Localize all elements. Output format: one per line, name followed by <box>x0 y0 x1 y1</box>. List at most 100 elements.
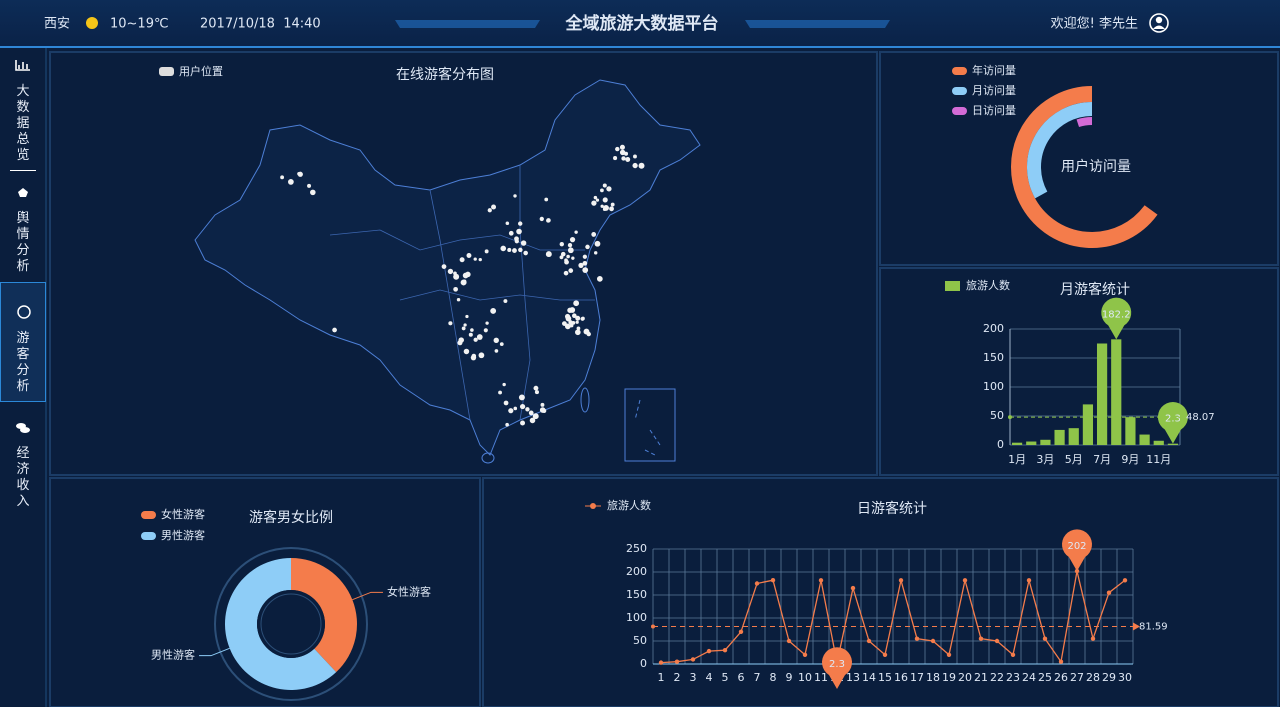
location-dot <box>465 271 471 278</box>
location-dot <box>542 408 547 413</box>
data-point <box>738 629 744 634</box>
x-tick-label: 4 <box>706 671 713 684</box>
nav-label: 大数据总览 <box>16 84 30 163</box>
data-point <box>770 577 776 583</box>
leader-line <box>199 647 230 657</box>
x-tick-label: 9 <box>786 671 793 684</box>
nav-icon <box>18 188 28 197</box>
data-point <box>994 638 1000 644</box>
slice-label: 男性游客 <box>151 648 195 662</box>
legend-swatch <box>159 67 174 76</box>
nav-item[interactable]: 游客分析 <box>0 282 46 402</box>
bar <box>1096 343 1108 445</box>
legend-swatch <box>952 107 967 115</box>
location-dot <box>456 297 461 302</box>
location-dot <box>288 179 294 185</box>
location-dot <box>453 273 460 280</box>
location-dot <box>575 329 581 336</box>
location-dot <box>566 316 571 321</box>
location-dot <box>638 162 645 169</box>
location-dot <box>600 188 604 193</box>
weather: 10~19℃ <box>110 17 169 32</box>
location-dot <box>307 183 312 188</box>
nav-item[interactable]: 舆情分析 <box>0 183 46 278</box>
data-point <box>1106 590 1112 595</box>
chart-title: 日游客统计 <box>857 500 927 517</box>
y-tick-label: 50 <box>633 634 647 647</box>
slice-label: 女性游客 <box>387 584 431 598</box>
location-dot <box>470 355 477 361</box>
legend-swatch <box>952 87 967 95</box>
data-point <box>1010 652 1016 657</box>
nav-icon <box>15 60 30 71</box>
location-dot <box>512 248 517 253</box>
pie-hole <box>257 590 325 658</box>
map-outline <box>194 79 701 456</box>
data-point <box>1122 578 1128 583</box>
location-dot <box>580 317 585 321</box>
user-icon <box>1153 25 1165 29</box>
location-dot <box>621 156 626 161</box>
location-dot <box>280 175 285 180</box>
data-point <box>1042 636 1048 641</box>
legend-swatch <box>945 281 960 291</box>
x-tick-label: 17 <box>910 671 924 684</box>
location-dot <box>459 257 465 263</box>
legend-label: 月访问量 <box>972 84 1016 97</box>
nav-label: 舆情分析 <box>16 211 30 274</box>
location-dot <box>478 352 485 359</box>
x-tick-label: 7 <box>754 671 761 684</box>
location-dot <box>572 313 577 318</box>
x-tick-label: 3 <box>690 671 697 684</box>
bar <box>1111 339 1122 445</box>
mean-arrow <box>1133 622 1140 631</box>
legend-swatch <box>952 67 967 75</box>
page-title: 全域旅游大数据平台 <box>565 13 719 34</box>
data-point <box>690 657 696 662</box>
x-tick-label: 28 <box>1086 671 1100 684</box>
location-dot <box>448 321 453 326</box>
location-dot <box>485 321 489 325</box>
user-icon <box>1149 13 1169 33</box>
data-point <box>866 638 872 644</box>
pie-inner-ring <box>260 593 322 655</box>
bar <box>1125 417 1136 445</box>
data-point <box>946 652 952 657</box>
mark-pin <box>1157 401 1188 444</box>
ring-arc <box>1076 117 1093 128</box>
data-point <box>930 638 936 644</box>
data-point <box>962 578 968 583</box>
location-dot <box>505 422 509 427</box>
nav-item[interactable]: 大数据总览 <box>0 56 46 166</box>
data-point <box>658 660 664 665</box>
x-tick-label: 13 <box>846 671 860 684</box>
x-tick-label: 6 <box>738 671 745 684</box>
x-tick-label: 30 <box>1118 671 1132 684</box>
location-dot <box>610 202 615 207</box>
data-point <box>850 585 856 591</box>
location-dot <box>470 328 474 332</box>
location-dot <box>473 337 478 342</box>
x-tick-label: 20 <box>958 671 972 684</box>
location-dot <box>603 204 610 211</box>
location-dot <box>544 197 549 202</box>
y-tick-label: 0 <box>997 438 1004 451</box>
location-dot <box>498 390 502 395</box>
location-dot <box>545 251 552 258</box>
x-tick-label: 23 <box>1006 671 1020 684</box>
x-tick-label: 7月 <box>1093 453 1111 466</box>
nav-item[interactable]: 经济收入 <box>0 418 46 518</box>
location-dot <box>529 417 536 424</box>
location-dot <box>483 328 488 333</box>
nav-label: 游客分析 <box>16 331 30 394</box>
location-dot <box>574 230 578 234</box>
china-map <box>194 79 701 464</box>
bar <box>1068 428 1079 445</box>
header-bar <box>0 0 1280 47</box>
location-dot <box>575 320 579 324</box>
y-tick-label: 150 <box>626 588 647 601</box>
location-dot <box>564 259 569 265</box>
data-point <box>674 659 680 664</box>
x-tick-label: 14 <box>862 671 876 684</box>
location-dot <box>525 407 530 412</box>
